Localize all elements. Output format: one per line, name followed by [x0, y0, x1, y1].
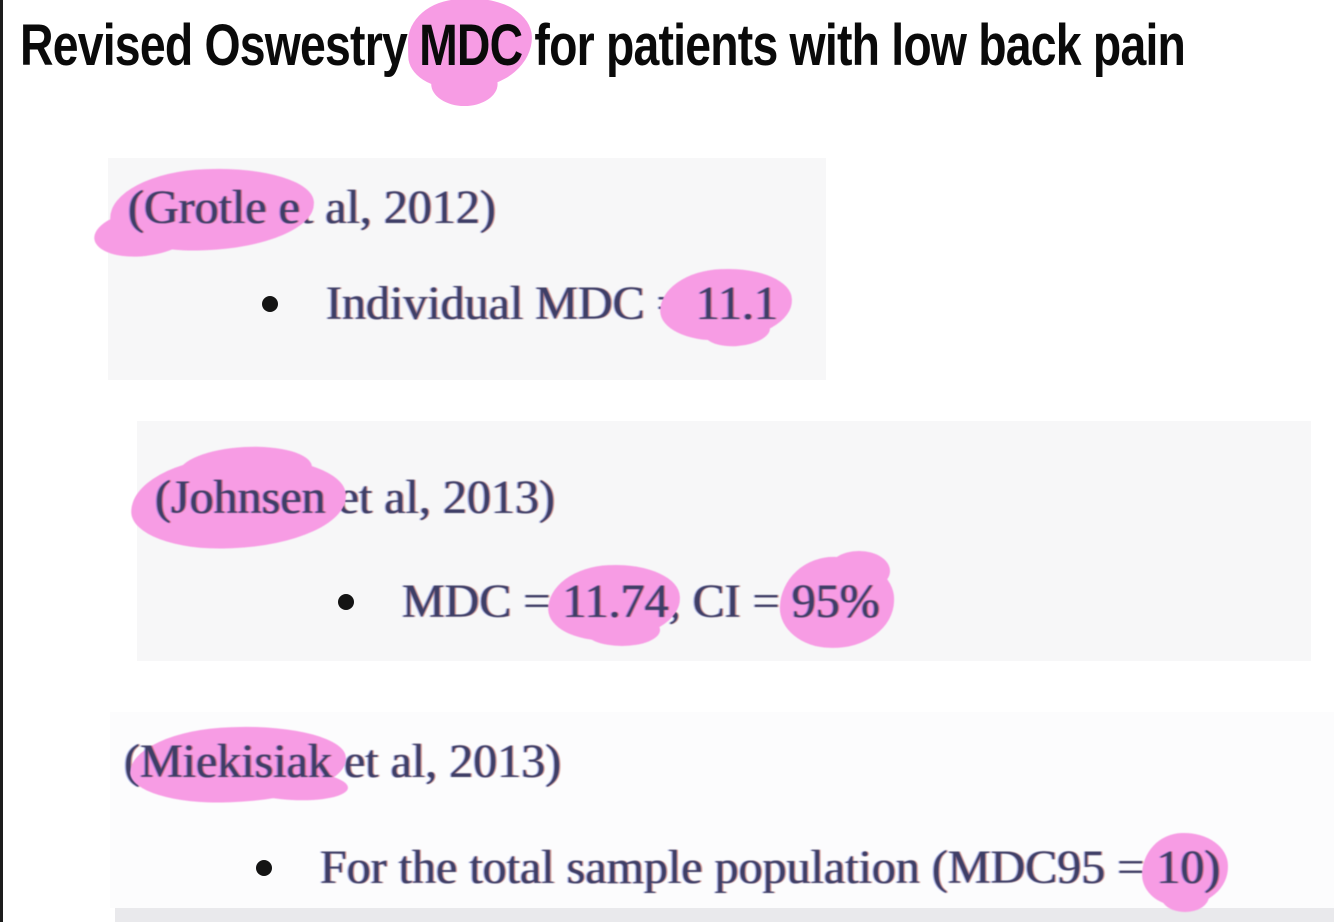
- bullet-dot: [338, 594, 354, 610]
- bullet-text: MDC =: [402, 575, 563, 628]
- left-edge-line: [0, 0, 3, 922]
- citation-johnsen: (Johnsen et al, 2013): [155, 466, 555, 530]
- highlight-mark-10: 10): [1156, 841, 1221, 894]
- bullet-text: Individual MDC =: [326, 277, 696, 330]
- screenshot-block-johnsen: [137, 421, 1311, 661]
- highlight-mark-miekisiak: Miekisiak: [139, 735, 332, 788]
- citation-grotle: (Grotle et al, 2012): [128, 176, 496, 240]
- highlight-mark-95pct: 95%: [791, 575, 880, 628]
- bullet-line-miekisiak: For the total sample population (MDC95 =…: [256, 836, 1220, 900]
- highlight-mark-11-1: 11.1: [695, 277, 778, 330]
- highlight-mark-grotle: (Grotle e: [128, 181, 300, 234]
- bullet-text-grotle: Individual MDC = 11.1: [326, 272, 778, 336]
- bullet-line-grotle: Individual MDC = 11.1: [262, 272, 778, 336]
- title-text-post: for patients with low back pain: [522, 13, 1186, 78]
- bullet-text-johnsen: MDC = 11.74, CI = 95%: [402, 570, 880, 634]
- citation-text: et al, 2013): [325, 471, 555, 524]
- bullet-dot: [262, 296, 278, 312]
- citation-text: t al, 2012): [299, 181, 496, 234]
- highlight-mark-johnsen: (Johnsen: [155, 471, 326, 524]
- citation-text: et al, 2013): [331, 735, 562, 788]
- slide-title: Revised Oswestry MDC for patients with l…: [20, 4, 1186, 88]
- bullet-text-miekisiak: For the total sample population (MDC95 =…: [320, 836, 1220, 900]
- bullet-dot: [256, 860, 272, 876]
- citation-miekisiak: (Miekisiak et al, 2013): [124, 730, 561, 794]
- highlight-mark-mdc: MDC: [419, 13, 523, 78]
- bottom-gray-bar: [115, 908, 1334, 922]
- bullet-text: , CI =: [668, 575, 792, 628]
- title-text-pre: Revised Oswestry: [20, 13, 420, 78]
- bullet-line-johnsen: MDC = 11.74, CI = 95%: [338, 570, 880, 634]
- bullet-text: For the total sample population (MDC95 =: [320, 841, 1157, 894]
- highlight-mark-11-74: 11.74: [562, 575, 669, 628]
